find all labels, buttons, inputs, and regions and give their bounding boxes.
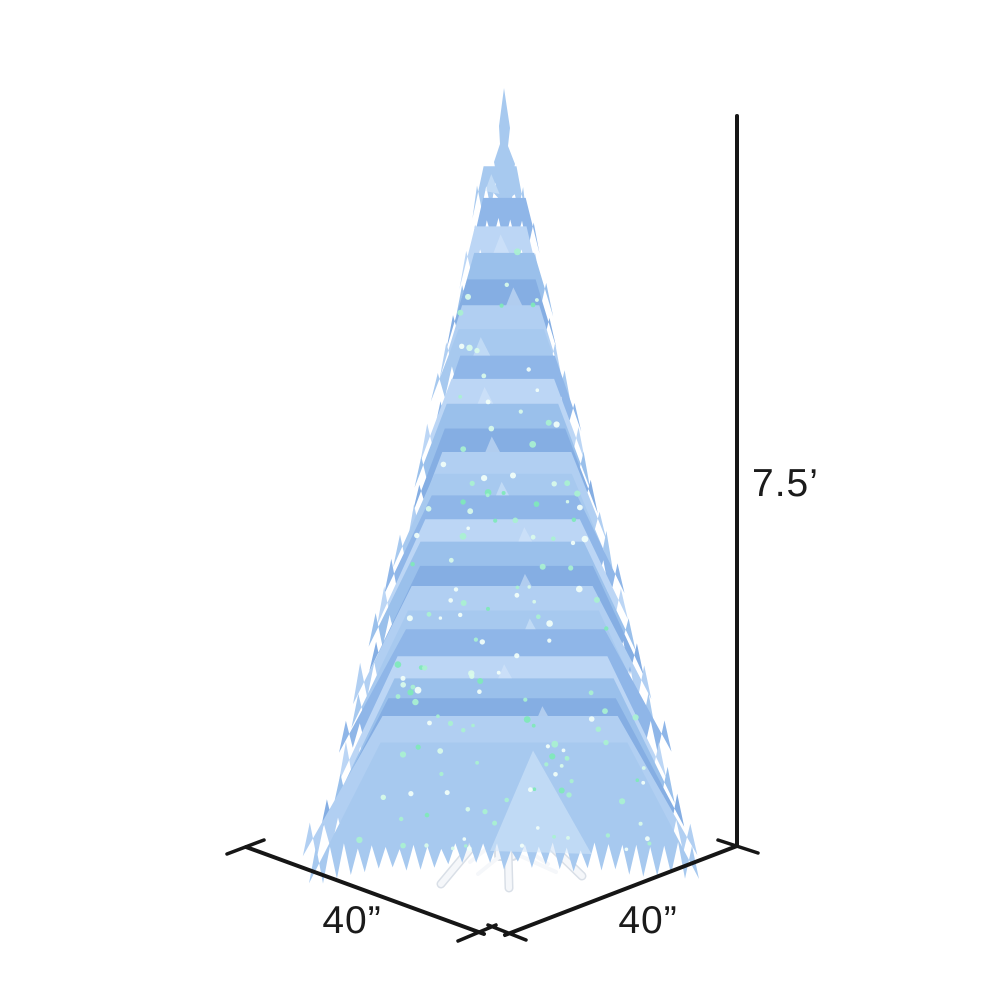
depth-line-right-tick (456, 923, 498, 943)
height-label: 7.5’ (752, 462, 819, 505)
width-label: 40” (618, 899, 677, 942)
depth-line-left-tick (225, 838, 266, 856)
dimension-lines (225, 114, 760, 943)
tree-illustration-front (302, 716, 699, 884)
width-dimension-line (503, 844, 739, 937)
depth-label: 40” (322, 899, 381, 942)
tree-lights (356, 248, 652, 852)
width-line-left-tick (486, 923, 528, 942)
depth-dimension-line (244, 845, 486, 936)
